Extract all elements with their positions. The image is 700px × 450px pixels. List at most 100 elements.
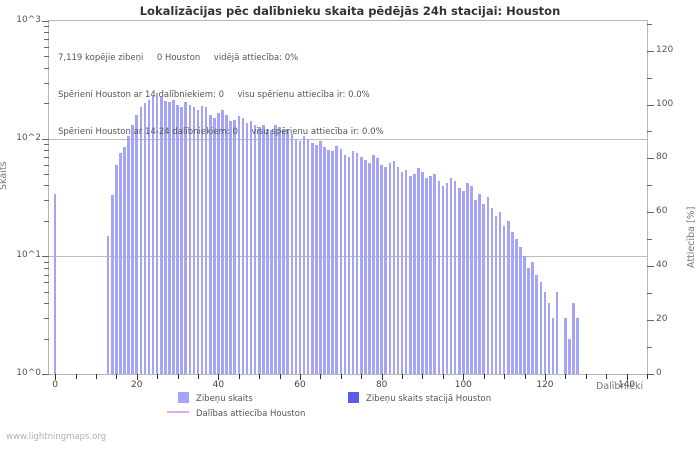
bar: [531, 261, 534, 374]
x-tick: [565, 374, 567, 379]
bar: [543, 291, 547, 374]
x-tick-label: 40: [212, 380, 225, 390]
bar: [510, 232, 514, 374]
y-tick: [44, 291, 49, 293]
y2-tick: [647, 158, 654, 160]
y-tick-label: 10^1: [16, 250, 41, 261]
y-tick: [44, 282, 49, 284]
bar: [359, 156, 363, 374]
legend-swatch-lightning-count: [178, 392, 189, 403]
y-tick: [44, 67, 49, 69]
bar: [343, 155, 347, 374]
bar: [429, 176, 432, 374]
x-tick: [626, 374, 628, 380]
bar: [127, 136, 130, 374]
bar: [233, 119, 237, 374]
annotation-line-2: Spērieni Houston ar 14 dalībniekiem: 0 v…: [58, 90, 370, 101]
x-tick: [422, 374, 424, 379]
bar: [331, 151, 334, 374]
bar: [449, 178, 453, 374]
bar: [364, 159, 367, 374]
bar: [490, 207, 494, 374]
y-tick: [44, 303, 49, 305]
bar: [547, 303, 551, 374]
bar: [400, 172, 404, 374]
bar: [249, 121, 253, 374]
y2-tick: [647, 374, 654, 375]
bar: [425, 178, 428, 374]
y-tick: [44, 56, 49, 58]
bar: [335, 146, 339, 374]
bar: [572, 303, 575, 374]
bar: [392, 161, 396, 374]
legend-label-1: Zibeņu skaits stacijā Houston: [366, 394, 492, 404]
y2-tick-label: 20: [656, 314, 668, 325]
y2-tick-label: 80: [656, 152, 668, 163]
y-tick: [44, 317, 49, 319]
bar: [478, 193, 481, 374]
bar: [319, 141, 322, 374]
x-tick: [259, 374, 261, 379]
x-tick: [361, 374, 363, 379]
x-tick: [483, 374, 485, 379]
bar: [535, 274, 539, 374]
bar: [155, 92, 159, 374]
bar: [417, 168, 420, 374]
bar: [539, 282, 543, 374]
bar: [290, 133, 294, 374]
y2-tick-label: 120: [656, 44, 674, 55]
bar: [413, 174, 416, 374]
plot-area: [42, 20, 654, 380]
x-tick: [606, 374, 608, 379]
x-tick: [340, 374, 342, 379]
y2-tick: [647, 239, 652, 241]
x-tick: [238, 374, 240, 379]
bar: [433, 174, 437, 374]
bar: [396, 166, 400, 374]
bar: [388, 163, 392, 374]
bar: [486, 196, 490, 374]
bar: [404, 170, 408, 374]
legend-item-2[interactable]: Dalības attiecība Houston: [167, 409, 305, 419]
bar: [241, 117, 245, 374]
y-tick-label: 10^2: [16, 132, 41, 143]
y-tick: [42, 256, 49, 258]
bar: [106, 235, 110, 374]
bar: [339, 148, 343, 374]
y-tick: [44, 39, 49, 41]
bar: [372, 155, 375, 374]
gridline: [49, 138, 647, 140]
bar-series: [49, 21, 647, 374]
bar: [176, 104, 179, 374]
y-tick: [44, 26, 49, 28]
x-tick: [136, 374, 138, 380]
bar: [257, 127, 261, 374]
bar: [123, 146, 126, 374]
legend-item-1[interactable]: Zibeņu skaits stacijā Houston: [348, 392, 491, 404]
bar: [408, 176, 412, 374]
bar: [270, 130, 273, 374]
bar: [245, 123, 249, 374]
bar: [376, 158, 379, 374]
x-tick: [463, 374, 465, 380]
x-tick: [157, 374, 159, 379]
x-tick-label: 20: [131, 380, 143, 390]
legend-item-0[interactable]: Zibeņu skaits: [178, 392, 253, 404]
legend-swatch-ratio-line: [167, 411, 189, 413]
plot-inner: [49, 21, 647, 374]
bar: [115, 164, 118, 374]
bar: [380, 164, 383, 374]
bar: [347, 156, 351, 374]
bar: [139, 107, 143, 374]
y-tick: [44, 150, 49, 152]
bar: [204, 107, 208, 374]
y2-tick: [647, 185, 652, 187]
bar: [229, 121, 232, 374]
x-tick: [524, 374, 526, 379]
bar: [217, 113, 220, 374]
x-tick: [218, 374, 220, 380]
bar: [470, 185, 473, 374]
bar: [274, 125, 277, 374]
bar: [551, 317, 555, 374]
x-tick: [402, 374, 404, 379]
